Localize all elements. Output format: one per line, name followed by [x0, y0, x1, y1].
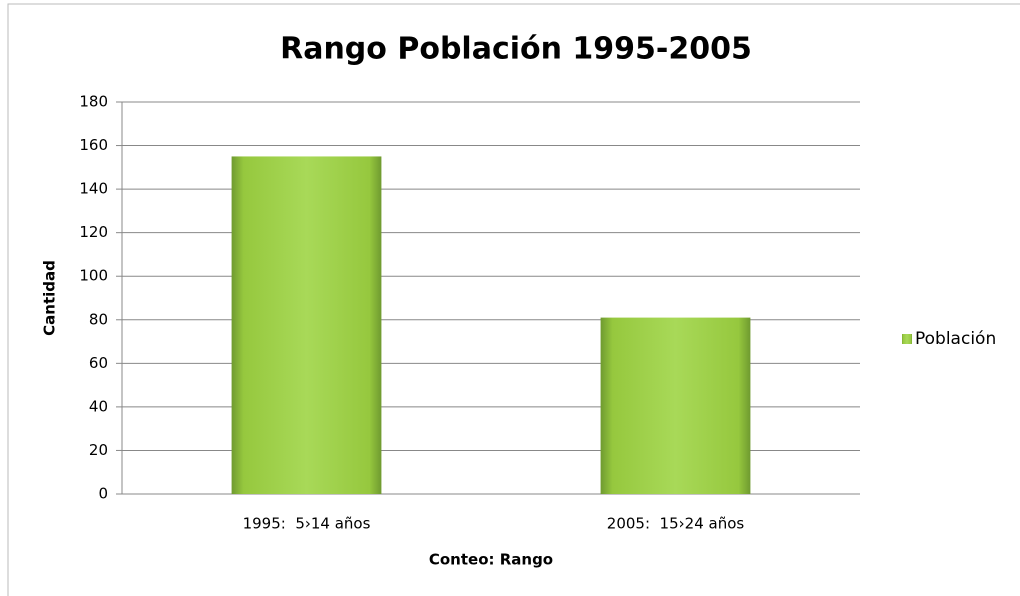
y-tick-label: 100: [79, 267, 108, 285]
y-tick-label: 40: [89, 397, 108, 415]
chart-title: Rango Población 1995-2005: [280, 32, 752, 67]
y-tick-label: 140: [79, 180, 108, 198]
y-tick-label: 20: [89, 441, 108, 459]
y-tick-label: 60: [89, 354, 108, 372]
x-tick-label: 2005: 15›24 años: [607, 515, 745, 533]
bar: [231, 156, 382, 494]
y-tick-label: 120: [79, 223, 108, 241]
y-tick-label: 80: [89, 310, 108, 328]
y-axis-label: Cantidad: [41, 260, 59, 336]
chart-frame: [7, 3, 1020, 596]
x-axis-label: Conteo: Rango: [429, 551, 553, 569]
legend-label: Población: [915, 329, 996, 349]
x-tick-label: 1995: 5›14 años: [243, 515, 371, 533]
y-tick-label: 0: [98, 485, 108, 503]
y-tick-label: 160: [79, 136, 108, 154]
y-tick-label: 180: [79, 93, 108, 111]
legend-swatch: [902, 334, 912, 344]
bar: [600, 317, 751, 494]
